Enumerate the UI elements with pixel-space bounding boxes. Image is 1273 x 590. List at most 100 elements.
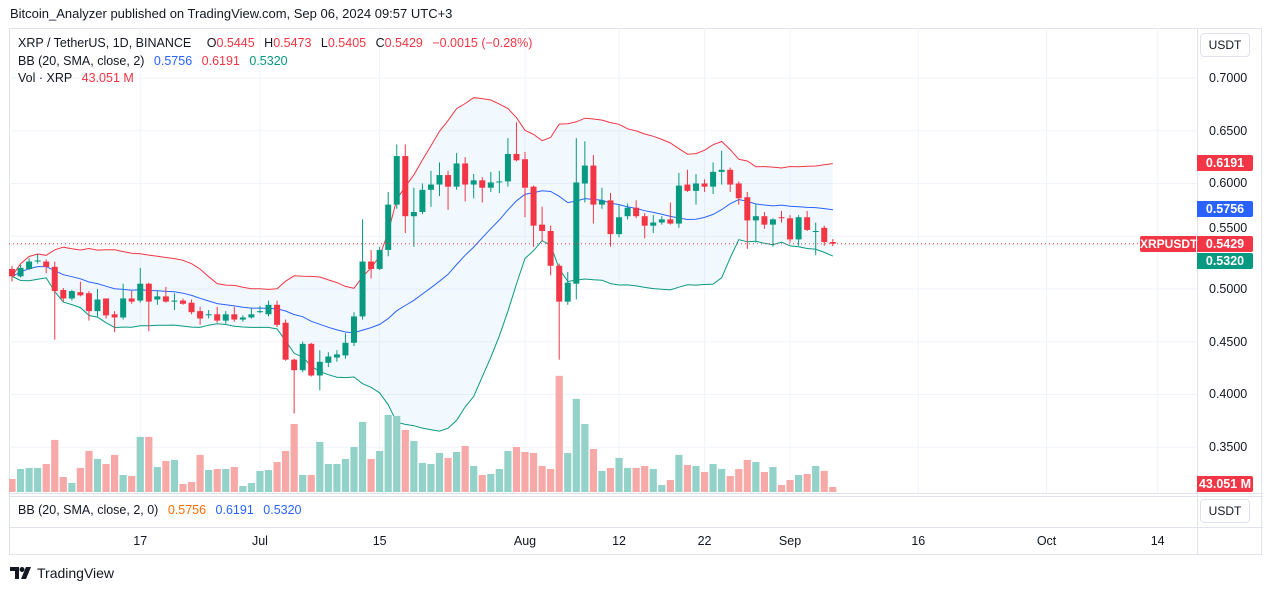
candle <box>624 203 631 220</box>
bb-upper-line <box>11 97 833 290</box>
candle <box>43 259 50 274</box>
chart-frame <box>9 28 1262 555</box>
candle-body <box>427 184 434 190</box>
candle <box>137 267 144 303</box>
candle-body <box>436 175 443 185</box>
volume-bar <box>700 472 709 492</box>
symbol-legend-row[interactable]: XRP / TetherUS, 1D, BINANCE O0.5445 H0.5… <box>18 35 532 53</box>
time-tick-label: 15 <box>372 534 387 548</box>
chart-legend: XRP / TetherUS, 1D, BINANCE O0.5445 H0.5… <box>18 35 532 88</box>
candle <box>667 202 674 225</box>
volume-bar <box>162 460 170 492</box>
volume-bar <box>264 470 273 492</box>
bb-pane-upper-value: 0.6191 <box>215 503 254 517</box>
volume-bar <box>299 475 307 492</box>
candle-body <box>829 242 836 244</box>
time-tick-label: 22 <box>697 534 712 548</box>
time-tick-label: 16 <box>911 534 926 548</box>
volume-bar <box>418 462 426 492</box>
time-tick-label: 17 <box>133 534 148 548</box>
candle <box>633 200 640 219</box>
volume-bar <box>316 441 324 492</box>
candle-body <box>727 169 734 185</box>
bb-pane-currency-button[interactable]: USDT <box>1200 499 1250 523</box>
candle <box>650 215 657 234</box>
volume-bar <box>538 465 546 492</box>
candle <box>120 283 127 320</box>
volume-bar <box>743 459 751 492</box>
bb-label[interactable]: BB (20, SMA, close, 2) <box>18 53 145 68</box>
candle <box>256 305 263 314</box>
candle <box>693 173 699 205</box>
pane-separator[interactable] <box>9 493 1263 494</box>
candle-body <box>51 266 58 292</box>
volume-legend-row[interactable]: Vol · XRP 43.051 M <box>18 70 532 88</box>
volume-bar <box>444 457 452 492</box>
volume-bar <box>820 470 828 492</box>
candle-body <box>376 249 383 269</box>
candle <box>684 169 691 192</box>
candle <box>351 312 357 346</box>
volume-bar <box>333 463 341 492</box>
volume-bar <box>324 463 332 492</box>
candle <box>111 311 118 333</box>
candle-body <box>787 218 794 240</box>
candle-body <box>282 322 289 360</box>
volume-bar <box>547 468 555 492</box>
candle <box>470 173 477 199</box>
bb-basis-value: 0.5756 <box>153 53 193 68</box>
candle <box>214 306 221 323</box>
candle-body <box>128 298 135 302</box>
candle <box>171 293 178 311</box>
candle <box>761 211 768 229</box>
candle-body <box>684 184 691 191</box>
volume-bar <box>393 415 401 492</box>
candle <box>573 138 580 300</box>
candle-body <box>68 291 75 299</box>
time-tick-label: Oct <box>1036 534 1057 548</box>
price-tick-label: 0.6500 <box>1209 123 1248 138</box>
candle <box>180 298 186 305</box>
volume-bar <box>564 452 572 492</box>
candle-body <box>43 261 50 267</box>
high-label: H <box>264 36 274 50</box>
volume-bar <box>282 450 290 492</box>
bb-upper-value: 0.6191 <box>201 53 240 68</box>
volume-bar <box>752 462 760 492</box>
volume-bar <box>675 454 683 492</box>
candle-body <box>658 219 665 223</box>
bb-pane-legend[interactable]: BB (20, SMA, close, 2, 0) 0.5756 0.6191 … <box>18 503 302 517</box>
bb-legend-row[interactable]: BB (20, SMA, close, 2) 0.5756 0.6191 0.5… <box>18 53 532 71</box>
candle <box>718 150 725 185</box>
candle <box>427 170 434 207</box>
volume-bar <box>666 480 674 492</box>
volume-label[interactable]: Vol · XRP <box>18 71 73 85</box>
volume-bars <box>9 375 837 492</box>
volume-bar <box>213 468 221 492</box>
volume-bar <box>427 463 435 492</box>
candle-body <box>17 267 24 277</box>
volume-bar <box>9 478 16 492</box>
bb-pane-label[interactable]: BB (20, SMA, close, 2, 0) <box>18 503 159 517</box>
candle-body <box>513 153 520 161</box>
main-price-pane[interactable] <box>9 28 1197 493</box>
volume-bar <box>649 468 657 492</box>
symbol-title[interactable]: XRP / TetherUS, 1D, BINANCE <box>18 36 192 50</box>
candle-body <box>675 185 682 224</box>
volume-bar <box>93 458 102 492</box>
candle <box>103 298 110 319</box>
candle-body <box>778 217 785 219</box>
candle-body <box>222 314 229 321</box>
low-label: L <box>320 36 328 50</box>
candle <box>675 172 682 228</box>
candle <box>547 225 554 276</box>
volume-bar <box>230 467 238 492</box>
candle <box>205 310 212 319</box>
bb-lower-value: 0.5320 <box>249 53 288 68</box>
candle-body <box>633 207 640 217</box>
currency-button[interactable]: USDT <box>1200 33 1250 57</box>
candle-body <box>693 183 699 191</box>
candle-body <box>171 300 178 302</box>
volume-bar <box>273 462 281 492</box>
tradingview-logo[interactable]: TradingView <box>10 565 114 581</box>
